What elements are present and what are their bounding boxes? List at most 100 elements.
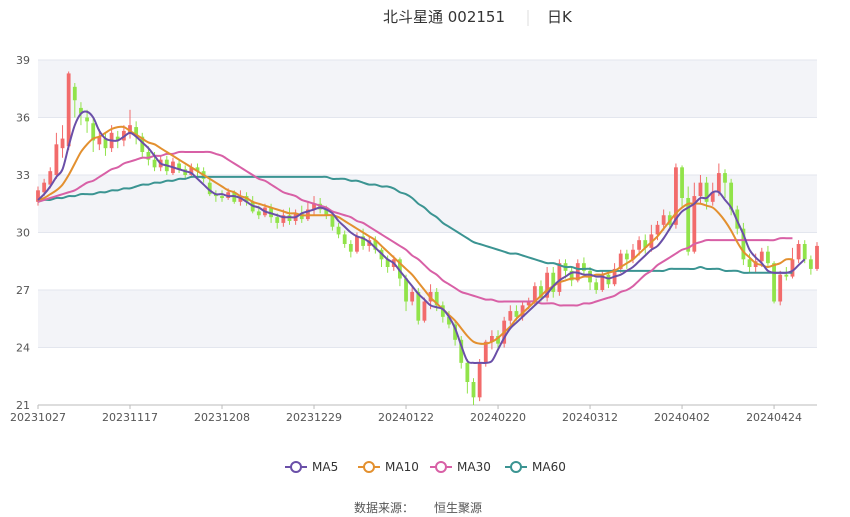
candle-down	[808, 255, 813, 275]
grid-band	[38, 60, 817, 118]
candle-body	[453, 324, 458, 340]
candle-down	[342, 230, 347, 248]
candle-down	[453, 320, 458, 346]
candle-body	[416, 291, 421, 321]
legend-item-ma5: MA5	[285, 460, 338, 474]
candle-down	[539, 280, 543, 302]
source-value: 恒生聚源	[434, 501, 482, 515]
candle-body	[91, 123, 96, 141]
candle-body	[545, 272, 550, 298]
legend-label: MA30	[457, 460, 491, 474]
candle-body	[152, 159, 157, 168]
candlesticks	[36, 71, 819, 405]
period-label: 日K	[547, 8, 573, 26]
candle-body	[177, 163, 181, 170]
candle-body	[704, 182, 709, 202]
candle-down	[551, 267, 556, 298]
candle-down	[379, 247, 384, 267]
candle-up	[710, 182, 715, 206]
candle-body	[582, 263, 586, 271]
candle-body	[594, 282, 599, 290]
legend-marker-icon	[290, 461, 302, 473]
candle-down	[569, 267, 574, 287]
candle-up	[508, 305, 513, 325]
candle-body	[624, 253, 629, 260]
candle-down	[85, 109, 89, 133]
candle-body	[36, 190, 40, 202]
candle-down	[766, 245, 770, 267]
candle-body	[600, 274, 605, 290]
candle-body	[66, 73, 71, 147]
candle-body	[361, 236, 365, 246]
candle-body	[686, 198, 691, 252]
candle-body	[134, 127, 139, 137]
candle-up	[189, 163, 194, 177]
candle-body	[551, 272, 556, 292]
legend-label: MA5	[312, 460, 338, 474]
candle-body	[373, 240, 378, 250]
candle-body	[410, 291, 415, 302]
candle-up	[618, 249, 623, 273]
legend-item-ma30: MA30	[430, 460, 491, 474]
x-tick-label: 20231229	[286, 411, 342, 424]
candle-body	[404, 278, 408, 302]
candle-down	[704, 176, 709, 210]
candle-body	[802, 244, 807, 260]
x-tick-label: 20231117	[102, 411, 158, 424]
candle-down	[624, 249, 629, 269]
ma30-line	[37, 150, 793, 307]
candle-down	[471, 378, 476, 405]
ma5-line	[37, 110, 806, 364]
candle-down	[496, 330, 500, 350]
y-tick-label: 24	[16, 342, 30, 355]
candle-body	[778, 274, 783, 302]
candle-body	[256, 211, 261, 216]
candle-up	[477, 359, 482, 402]
y-axis-ticks: 21 24 27 30 33 36 39	[16, 54, 30, 412]
candle-down	[582, 257, 586, 275]
candle-up	[790, 247, 795, 279]
x-tick-label: 20240220	[470, 411, 526, 424]
candle-body	[539, 286, 543, 298]
candle-down	[465, 359, 470, 394]
x-tick-label: 20240312	[562, 411, 618, 424]
candle-body	[618, 253, 623, 269]
candle-up	[815, 242, 819, 271]
candle-body	[97, 136, 102, 145]
y-tick-label: 33	[16, 169, 30, 182]
x-tick-label: 20240402	[654, 411, 710, 424]
grid-band	[38, 290, 817, 348]
candle-up	[410, 286, 415, 306]
legend-label: MA60	[532, 460, 566, 474]
candle-down	[686, 186, 691, 256]
candle-body	[195, 167, 200, 172]
y-tick-label: 27	[16, 284, 30, 297]
candle-down	[723, 169, 727, 198]
candle-body	[631, 249, 635, 260]
candle-body	[189, 167, 194, 175]
candle-body	[808, 259, 813, 269]
candle-body	[440, 305, 445, 317]
background-bands	[38, 60, 817, 348]
candle-up	[490, 330, 494, 350]
candle-body	[790, 259, 795, 277]
candle-body	[397, 259, 402, 279]
y-tick-label: 39	[16, 54, 30, 67]
candle-body	[643, 240, 648, 248]
candle-down	[220, 190, 224, 202]
candle-body	[348, 244, 353, 252]
candle-body	[557, 263, 562, 292]
candle-body	[532, 286, 537, 302]
ma60-line	[37, 175, 793, 274]
candle-body	[655, 224, 660, 235]
candle-body	[355, 236, 359, 252]
candle-body	[330, 215, 335, 227]
candle-up	[612, 263, 617, 287]
legend-marker-icon	[435, 461, 447, 473]
x-tick-label: 20231027	[10, 411, 66, 424]
candle-body	[103, 138, 108, 149]
candle-down	[440, 301, 445, 323]
candle-body	[490, 336, 494, 342]
candle-up	[36, 186, 40, 206]
candle-down	[594, 278, 599, 294]
